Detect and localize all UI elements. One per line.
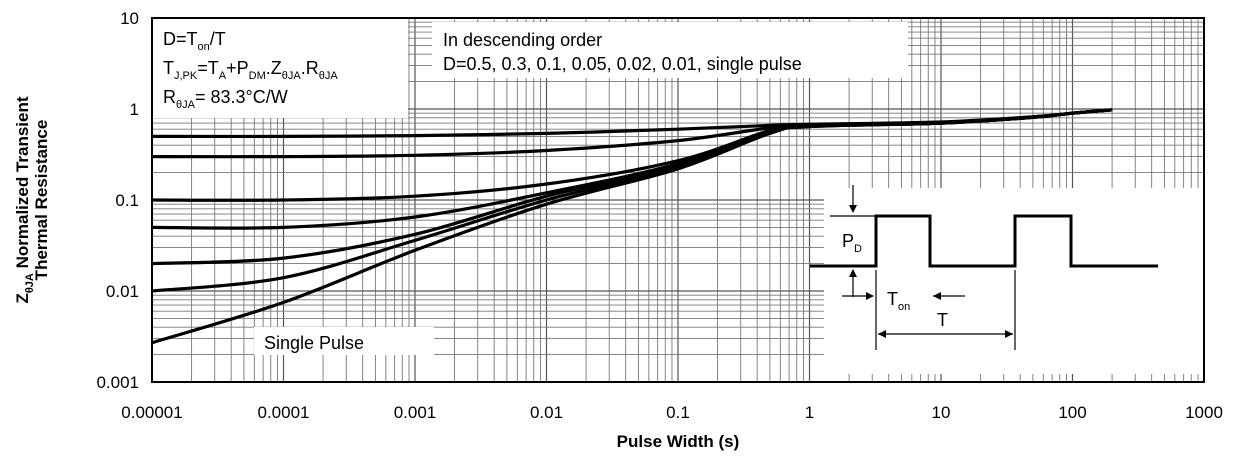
series-line-6 [151, 108, 1113, 345]
x-axis-title: Pulse Width (s) [617, 432, 740, 451]
pd-arrow-top-head [849, 205, 857, 213]
y-tick-label: 10 [120, 9, 139, 28]
formula-peak-temp: TJ,PK=TA+PDM.ZθJA.RθJA [163, 58, 338, 82]
single-pulse-label: Single Pulse [264, 333, 364, 353]
ton-arrow-left-head [866, 292, 874, 300]
y-tick-label: 0.01 [106, 282, 139, 301]
x-tick-label: 1000 [1185, 403, 1223, 422]
y-tick-label: 0.1 [115, 191, 139, 210]
pulse-waveform-diagram [810, 185, 1158, 350]
ton-arrow-right-head [933, 292, 941, 300]
period-right-head [1005, 330, 1013, 338]
x-tick-label: 0.0001 [258, 403, 310, 422]
order-title: In descending order [443, 30, 602, 50]
period-left-head [878, 330, 886, 338]
order-box-bg [432, 22, 908, 78]
formula-resistance: RθJA= 83.3°C/W [163, 87, 288, 111]
formula-duty-cycle: D=Ton/T [163, 29, 226, 53]
plot-frame [151, 17, 1205, 383]
tick-labels: 0.00001 0.0001 0.001 0.01 0.1 1 10 100 1000 0.001… [96, 9, 1222, 422]
x-tick-label: 0.01 [530, 403, 563, 422]
y-tick-label: 1 [130, 100, 139, 119]
period-label: T [937, 310, 948, 330]
single-pulse-label-bg [254, 327, 434, 355]
pd-arrow-bottom-head [849, 269, 857, 277]
pd-label: PD [842, 231, 862, 255]
x-tick-label: 0.00001 [121, 403, 182, 422]
x-tick-label: 10 [932, 403, 951, 422]
ton-label: Ton [887, 289, 910, 313]
y-axis-title-line1: ZθJA Normalized Transient [13, 96, 36, 303]
pulse-waveform [810, 214, 1158, 268]
x-tick-label: 0.001 [394, 403, 437, 422]
y-axis-title-line2: Thermal Resistance [32, 120, 51, 281]
x-tick-label: 1 [805, 403, 814, 422]
order-list: D=0.5, 0.3, 0.1, 0.05, 0.02, 0.01, singl… [443, 54, 802, 74]
x-tick-label: 100 [1058, 403, 1086, 422]
y-tick-label: 0.001 [96, 373, 139, 392]
x-tick-label: 0.1 [666, 403, 690, 422]
curves [151, 108, 1113, 345]
formula-box-bg [152, 18, 408, 118]
